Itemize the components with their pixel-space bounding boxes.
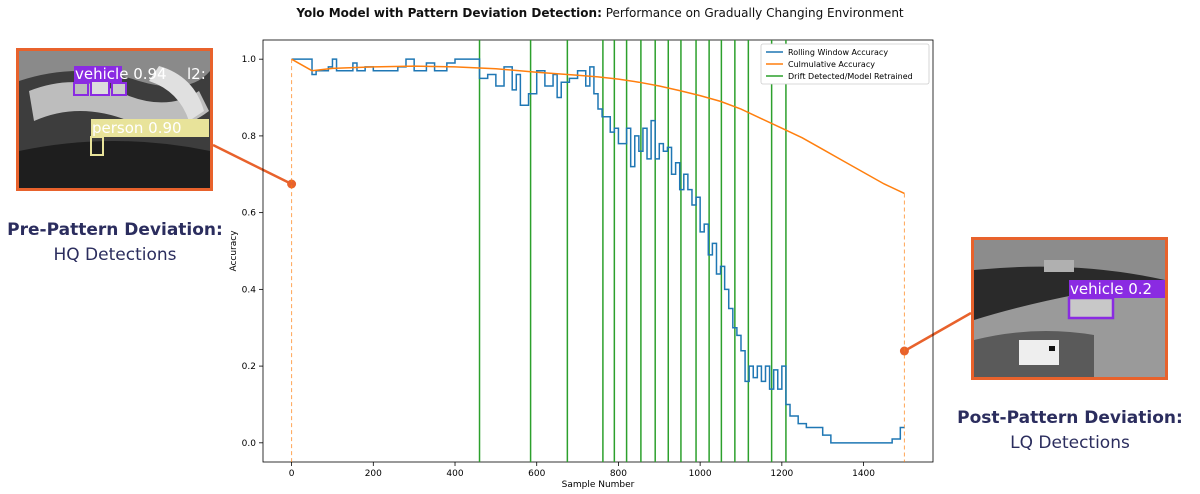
series-cumulative-accuracy [291, 58, 905, 195]
y-tick-label-3: 0.6 [242, 209, 257, 219]
post-deviation-frame-image: vehicle 0.2 [974, 240, 1165, 377]
x-tick-label-2: 400 [446, 469, 463, 479]
y-tick-label-0: 0.0 [242, 439, 257, 449]
legend-label-2: Drift Detected/Model Retrained [788, 72, 913, 81]
pre-deviation-thumbnail: vehicle 0.94 l2: person 0.90 [16, 48, 213, 191]
pre-deviation-caption: Pre-Pattern Deviation: HQ Detections [0, 218, 230, 268]
pre-vehicle-label: vehicle 0.94 [75, 65, 167, 83]
series-rolling-window-accuracy [291, 58, 905, 444]
y-tick-label-5: 1.0 [242, 55, 257, 65]
x-tick-label-4: 800 [610, 469, 627, 479]
pre-deviation-frame-image: vehicle 0.94 l2: person 0.90 [19, 51, 210, 188]
figure-title-rest: Performance on Gradually Changing Enviro… [601, 6, 904, 20]
figure-title: Yolo Model with Pattern Deviation Detect… [0, 6, 1200, 20]
x-tick-label-6: 1200 [770, 469, 793, 479]
pre-vehicle-trail-label: l2: [187, 65, 206, 83]
post-vehicle-label: vehicle 0.2 [1070, 280, 1152, 298]
x-tick-label-0: 0 [289, 469, 295, 479]
post-callout-line [903, 311, 972, 353]
legend-box [760, 43, 930, 85]
pre-deviation-subtitle: HQ Detections [53, 245, 177, 265]
chart-marks [291, 40, 905, 462]
y-axis-label: Accuracy [229, 230, 239, 272]
pre-callout-line [212, 143, 293, 186]
chart-legend: Rolling Window Accuracy Culmulative Accur… [760, 43, 930, 85]
y-tick-label-4: 0.8 [242, 132, 257, 142]
y-tick-label-2: 0.4 [242, 285, 257, 295]
legend-label-1: Culmulative Accuracy [788, 60, 875, 69]
y-tick-label-1: 0.2 [242, 362, 256, 372]
x-axis-label: Sample Number [562, 480, 635, 490]
chart-axes: 0 200 400 600 800 1000 1200 1400 0.0 0.2 0.4 0.6 0.8… [229, 55, 875, 490]
post-deviation-thumbnail: vehicle 0.2 [971, 237, 1168, 380]
pre-deviation-title: Pre-Pattern Deviation: [7, 220, 223, 240]
callout-connectors [212, 143, 972, 356]
figure-title-bold: Yolo Model with Pattern Deviation Detect… [296, 6, 602, 20]
pre-callout-dot [287, 179, 297, 189]
pre-person-label: person 0.90 [92, 119, 182, 137]
post-deviation-subtitle: LQ Detections [1010, 433, 1130, 453]
x-tick-label-7: 1400 [852, 469, 875, 479]
plot-frame [262, 39, 934, 463]
post-deviation-caption: Post-Pattern Deviation: LQ Detections [950, 406, 1190, 456]
x-tick-label-3: 600 [528, 469, 545, 479]
x-tick-label-1: 200 [365, 469, 382, 479]
post-deviation-title: Post-Pattern Deviation: [957, 408, 1183, 428]
legend-label-0: Rolling Window Accuracy [788, 48, 888, 57]
x-tick-label-5: 1000 [689, 469, 712, 479]
